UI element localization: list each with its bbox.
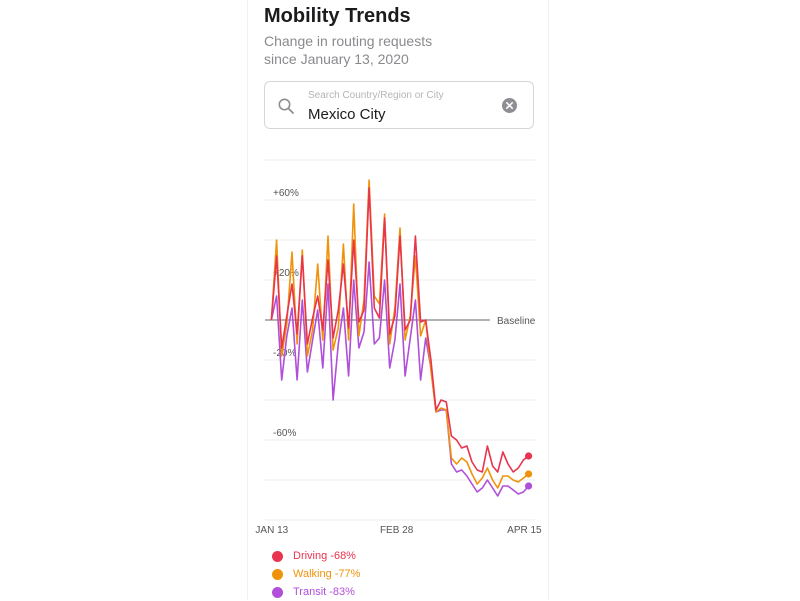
page-title: Mobility Trends xyxy=(264,5,411,27)
search-input[interactable]: Mexico City xyxy=(308,106,386,123)
series-end-point-transit xyxy=(524,482,533,490)
series-end-point-walking xyxy=(524,470,533,478)
clear-icon[interactable] xyxy=(502,98,517,113)
x-tick-label: APR 15 xyxy=(507,525,542,536)
legend-dot xyxy=(272,568,283,580)
series-end-point-driving xyxy=(524,452,533,460)
x-tick-label: FEB 28 xyxy=(380,525,414,536)
mobility-chart: Baseline+60%+20%-20%-60%JAN 13 FEB 28 APR … xyxy=(255,159,542,536)
series-line-driving xyxy=(270,187,530,473)
y-tick-label: -60% xyxy=(273,428,296,439)
x-tick-label: JAN 13 xyxy=(255,525,288,536)
legend-item-driving: Driving -68% xyxy=(272,547,360,565)
search-field[interactable]: Search Country/Region or City Mexico Cit… xyxy=(264,81,534,129)
y-tick-label: +20% xyxy=(273,268,299,279)
legend-label: Driving -68% xyxy=(293,550,356,562)
legend-label: Transit -83% xyxy=(293,586,355,598)
legend-dot xyxy=(272,586,283,598)
subtitle-line-2: since January 13, 2020 xyxy=(264,51,409,67)
series-line-transit xyxy=(270,261,530,497)
chart-legend: Driving -68% Walking -77% Transit -83% xyxy=(272,547,360,601)
search-icon[interactable] xyxy=(277,97,295,115)
page-subtitle: Change in routing requests since January… xyxy=(264,32,504,68)
legend-label: Walking -77% xyxy=(293,568,361,580)
legend-item-transit: Transit -83% xyxy=(272,583,360,601)
search-placeholder: Search Country/Region or City xyxy=(308,90,444,101)
legend-dot xyxy=(272,550,283,562)
y-tick-label: +60% xyxy=(273,188,299,199)
subtitle-line-1: Change in routing requests xyxy=(264,33,433,49)
legend-item-walking: Walking -77% xyxy=(272,565,360,583)
baseline-label: Baseline xyxy=(497,316,536,327)
